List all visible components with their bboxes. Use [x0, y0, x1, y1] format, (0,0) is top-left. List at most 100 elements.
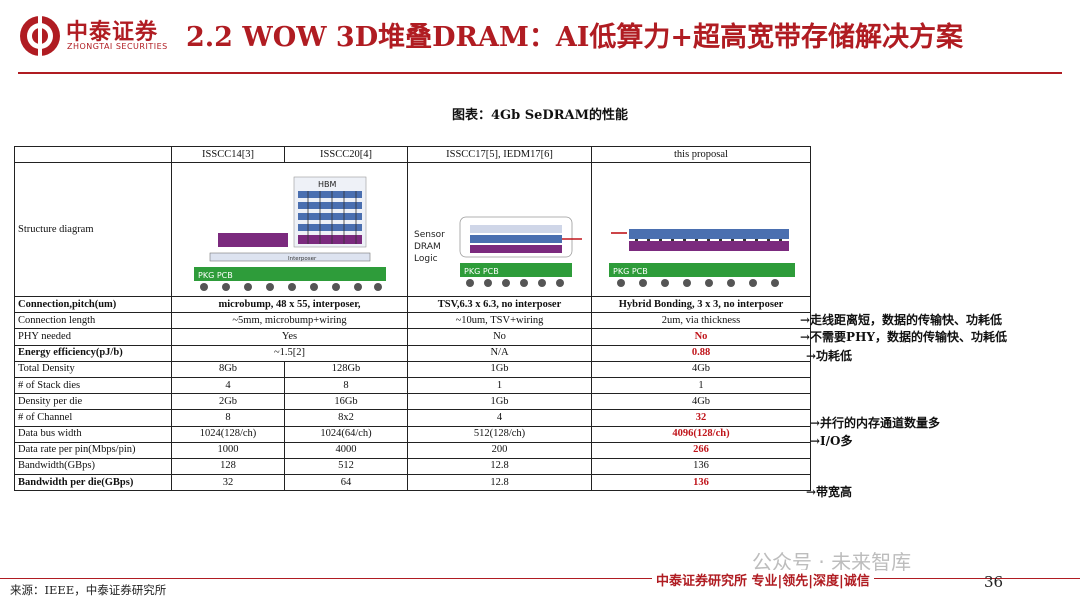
svg-text:PKG PCB: PKG PCB — [613, 267, 648, 276]
annotation-channel: →并行的内存通道数量多 — [810, 416, 941, 430]
row-label: Density per die — [14, 393, 172, 411]
table-row: Data bus width 1024(128/ch) 1024(64/ch) … — [14, 425, 811, 443]
row-label: PHY needed — [14, 328, 172, 346]
row-label: Data bus width — [14, 425, 172, 443]
table-cell: microbump, 48 x 55, interposer, — [171, 295, 408, 314]
hbm-structure-diagram: PKG PCB Interposer HBM — [171, 162, 408, 297]
table-cell: 4000 — [284, 441, 408, 459]
svg-text:DRAM: DRAM — [414, 242, 441, 252]
row-label: # of Stack dies — [14, 376, 172, 395]
company-logo-icon — [18, 14, 62, 58]
footer-divider — [0, 578, 1080, 579]
table-cell: 1000 — [171, 441, 285, 459]
row-label: Bandwidth per die(GBps) — [14, 474, 172, 492]
figure-caption: 图表：4Gb SeDRAM的性能 — [452, 108, 628, 123]
table-cell-highlight: 4096(128/ch) — [591, 425, 811, 443]
tsv-structure-diagram: Sensor DRAM Logic PKG PCB — [407, 162, 592, 297]
table-cell: 1024(64/ch) — [284, 425, 408, 443]
table-cell: Hybrid Bonding, 3 x 3, no interposer — [591, 295, 811, 314]
table-cell: 12.8 — [407, 474, 592, 492]
svg-text:Logic: Logic — [414, 254, 438, 264]
table-row: Connection length ~5mm, microbump+wiring… — [14, 312, 811, 330]
annotation-energy: →功耗低 — [806, 349, 853, 363]
table-cell: N/A — [407, 344, 592, 362]
annotation-phy: →不需要PHY，数据的传输快、功耗低 — [800, 330, 1007, 344]
row-label: Connection,pitch(um) — [14, 295, 172, 314]
table-cell: 32 — [171, 474, 285, 492]
table-cell: 1024(128/ch) — [171, 425, 285, 443]
row-label: Total Density — [14, 360, 172, 378]
row-label: # of Channel — [14, 409, 172, 427]
table-cell: No — [407, 328, 592, 346]
row-label: Energy efficiency(pJ/b) — [14, 344, 172, 362]
row-label: Structure diagram — [14, 162, 172, 297]
table-cell: 512 — [284, 457, 408, 476]
svg-text:Sensor: Sensor — [414, 230, 445, 240]
header-cell: ISSCC20[4] — [284, 146, 408, 163]
header-cell: ISSCC17[5], IEDM17[6] — [407, 146, 592, 163]
table-row: Bandwidth per die(GBps) 32 64 12.8 136 — [14, 474, 811, 492]
table-cell: 1Gb — [407, 393, 592, 411]
table-cell: 8x2 — [284, 409, 408, 427]
table-cell: 1Gb — [407, 360, 592, 378]
page-number: 36 — [984, 573, 1004, 591]
table-cell-highlight: 0.88 — [591, 344, 811, 362]
table-cell: 4Gb — [591, 393, 811, 411]
table-cell: ~5mm, microbump+wiring — [171, 312, 408, 330]
table-cell-highlight: 32 — [591, 409, 811, 427]
table-cell-highlight: No — [591, 328, 811, 346]
table-cell: 8Gb — [171, 360, 285, 378]
table-cell: 128 — [171, 457, 285, 476]
table-cell: 512(128/ch) — [407, 425, 592, 443]
structure-row: Structure diagram PKG PCB Interposer HBM — [14, 162, 811, 297]
logo-text: 中泰证券 — [66, 20, 159, 45]
table-cell: 4 — [407, 409, 592, 427]
row-label: Data rate per pin(Mbps/pin) — [14, 441, 172, 459]
hybrid-bonding-structure-diagram: PKG PCB — [591, 162, 811, 297]
table-cell: 4 — [171, 376, 285, 395]
table-cell-highlight: 136 — [591, 474, 811, 492]
svg-text:HBM: HBM — [318, 180, 337, 189]
table-cell: 128Gb — [284, 360, 408, 378]
annotation-bus-width: →I/O多 — [810, 434, 853, 448]
header-cell — [14, 146, 172, 163]
table-cell: 1 — [407, 376, 592, 395]
table-cell: 16Gb — [284, 393, 408, 411]
svg-text:Interposer: Interposer — [288, 256, 317, 262]
table-cell: 1 — [591, 376, 811, 395]
table-cell: 136 — [591, 457, 811, 476]
table-row: Data rate per pin(Mbps/pin) 1000 4000 20… — [14, 441, 811, 459]
header-cell: ISSCC14[3] — [171, 146, 285, 163]
table-cell: 64 — [284, 474, 408, 492]
table-row: # of Stack dies 4 8 1 1 — [14, 376, 811, 395]
table-cell: ~1.5[2] — [171, 344, 408, 362]
source-note: 来源：IEEE，中泰证券研究所 — [10, 583, 167, 597]
page-title: 2.2 WOW 3D堆叠DRAM：AI低算力+超高宽带存储解决方案 — [186, 22, 964, 53]
table-cell: 8 — [171, 409, 285, 427]
table-row: PHY needed Yes No No — [14, 328, 811, 346]
table-cell: 2um, via thickness — [591, 312, 811, 330]
table-row: Energy efficiency(pJ/b) ~1.5[2] N/A 0.88 — [14, 344, 811, 362]
table-cell: 12.8 — [407, 457, 592, 476]
table-cell-highlight: 266 — [591, 441, 811, 459]
svg-text:PKG PCB: PKG PCB — [198, 271, 233, 280]
table-cell: Yes — [171, 328, 408, 346]
table-row: Connection,pitch(um) microbump, 48 x 55,… — [14, 295, 811, 314]
table-cell: 200 — [407, 441, 592, 459]
row-label: Connection length — [14, 312, 172, 330]
table-cell: 2Gb — [171, 393, 285, 411]
row-label: Bandwidth(GBps) — [14, 457, 172, 476]
table-header-row: ISSCC14[3] ISSCC20[4] ISSCC17[5], IEDM17… — [14, 146, 811, 163]
table-cell: 8 — [284, 376, 408, 395]
svg-text:PKG PCB: PKG PCB — [464, 267, 499, 276]
annotation-bandwidth: →带宽高 — [806, 485, 853, 499]
table-row: Bandwidth(GBps) 128 512 12.8 136 — [14, 457, 811, 476]
logo-subtext: ZHONGTAI SECURITIES — [67, 42, 168, 51]
table-cell: ~10um, TSV+wiring — [407, 312, 592, 330]
table-row: Total Density 8Gb 128Gb 1Gb 4Gb — [14, 360, 811, 378]
performance-table: ISSCC14[3] ISSCC20[4] ISSCC17[5], IEDM17… — [14, 146, 811, 492]
footer-tagline: 中泰证券研究所 专业|领先|深度|诚信 — [652, 570, 874, 589]
table-cell: 4Gb — [591, 360, 811, 378]
table-row: Density per die 2Gb 16Gb 1Gb 4Gb — [14, 393, 811, 411]
table-cell: TSV,6.3 x 6.3, no interposer — [407, 295, 592, 314]
